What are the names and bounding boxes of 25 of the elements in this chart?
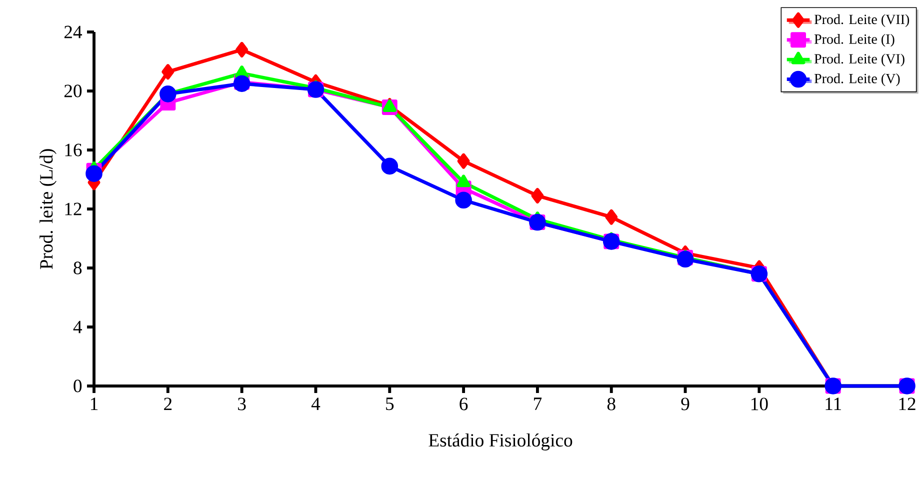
x-tick-label: 8 [607, 398, 616, 410]
x-tick-label: 1 [90, 398, 98, 410]
x-tick-label: 6 [460, 398, 468, 410]
x-tick-label: 12 [899, 398, 916, 410]
y-tick-label: 0 [74, 380, 82, 392]
y-tick-label: 16 [65, 144, 82, 156]
y-tick-label: 12 [65, 202, 82, 216]
x-tick-label: 5 [386, 398, 394, 410]
x-tick-label: 3 [238, 398, 246, 410]
y-tick-label: 8 [74, 262, 82, 274]
x-tick-label: 11 [826, 398, 841, 410]
y-axis-title: Prod. leite (L/d) [40, 149, 56, 270]
x-tick-label: 10 [751, 398, 768, 410]
y-tick-label: 24 [64, 26, 82, 38]
legend-label: Prod. Leite (V) [814, 73, 900, 86]
legend-label: Prod. Leite (VII) [814, 14, 910, 27]
x-tick-label: 7 [534, 398, 542, 410]
legend-label: Prod. Leite (I) [814, 34, 894, 47]
y-tick-label: 4 [73, 320, 82, 334]
x-tick-label: 9 [681, 398, 690, 410]
x-tick-label: 2 [164, 398, 172, 410]
legend-label: Prod. Leite (VI) [814, 54, 904, 66]
x-tick-label: 4 [311, 398, 320, 410]
x-axis-title: Estádio Fisiológico [428, 433, 572, 450]
y-tick-label: 20 [64, 84, 82, 98]
